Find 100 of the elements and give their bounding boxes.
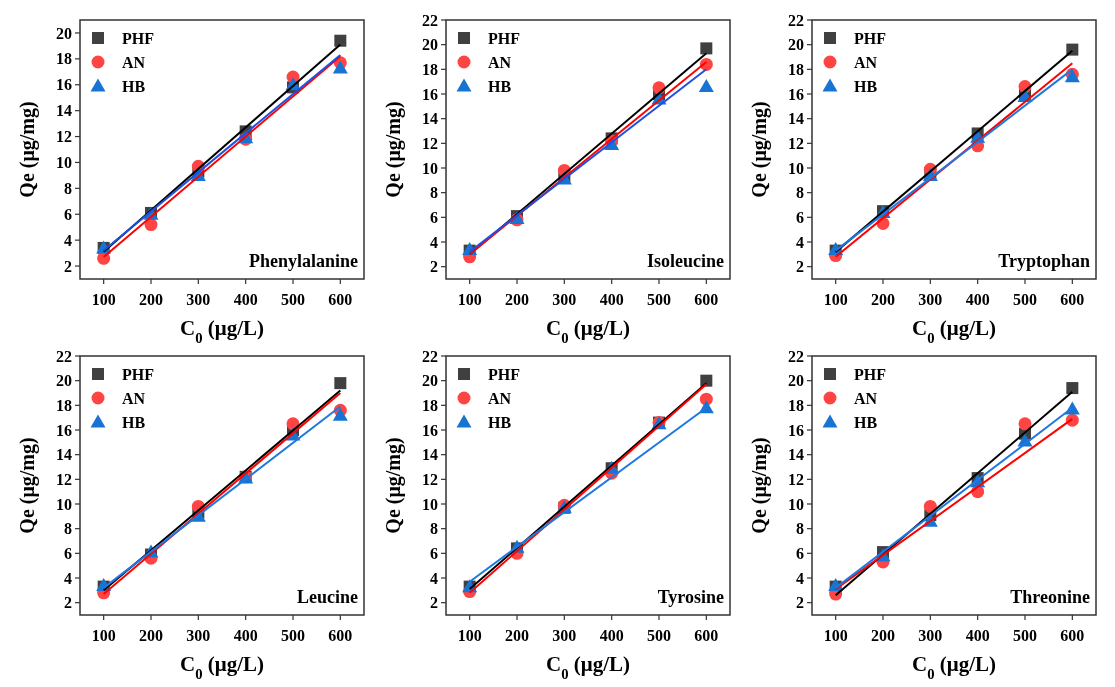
legend-label: PHF: [488, 29, 521, 47]
y-tick-label: 8: [64, 520, 72, 538]
y-tick-label: 22: [788, 347, 804, 365]
x-tick-label: 500: [1013, 291, 1037, 308]
y-tick-label: 14: [788, 446, 804, 464]
legend-label: HB: [122, 413, 146, 431]
annotation: Threonine: [1010, 587, 1090, 607]
legend-label: AN: [854, 389, 878, 407]
legend-label: PHF: [122, 29, 155, 47]
y-tick-label: 20: [422, 36, 438, 54]
y-tick-label: 20: [788, 372, 804, 390]
legend-label: HB: [854, 77, 878, 95]
legend-label: AN: [488, 389, 512, 407]
y-tick-label: 22: [422, 347, 438, 365]
x-tick-label: 100: [91, 291, 116, 308]
y-tick-label: 4: [64, 231, 72, 249]
x-axis-title: C$_{0}$ (μg/L): [546, 316, 630, 346]
y-tick-label: 4: [430, 569, 438, 587]
x-tick-label: 400: [965, 627, 990, 644]
y-axis-title: Qe (μg/mg): [16, 101, 39, 198]
legend-label: HB: [488, 77, 512, 95]
x-tick-label: 400: [233, 291, 258, 308]
y-tick-label: 16: [56, 421, 72, 439]
x-tick-label: 100: [91, 627, 116, 644]
x-axis-title: C$_{0}$ (μg/L): [180, 652, 264, 682]
x-tick-label: 600: [694, 627, 719, 644]
y-tick-label: 12: [788, 470, 804, 488]
y-tick-label: 4: [64, 569, 72, 587]
y-tick-label: 12: [422, 134, 438, 152]
y-tick-label: 16: [422, 421, 438, 439]
x-tick-label: 100: [457, 627, 482, 644]
y-tick-label: 10: [56, 495, 72, 513]
x-tick-label: 100: [823, 627, 848, 644]
x-tick-label: 600: [328, 291, 353, 308]
x-tick-label: 500: [647, 627, 671, 644]
y-tick-label: 2: [796, 258, 804, 276]
y-tick-label: 8: [796, 520, 804, 538]
legend-label: AN: [488, 53, 512, 71]
y-axis-title: Qe (μg/mg): [748, 437, 771, 534]
annotation: Tryptophan: [998, 251, 1090, 271]
y-tick-label: 16: [788, 421, 804, 439]
annotation: Leucine: [297, 587, 359, 607]
y-tick-label: 4: [796, 569, 804, 587]
y-tick-label: 18: [56, 396, 72, 414]
legend-label: HB: [854, 413, 878, 431]
y-tick-label: 18: [422, 396, 438, 414]
y-tick-label: 16: [56, 76, 72, 94]
y-tick-label: 2: [64, 594, 72, 612]
x-tick-label: 200: [505, 627, 529, 644]
y-tick-label: 18: [788, 396, 804, 414]
y-tick-label: 22: [56, 347, 72, 365]
y-tick-label: 16: [422, 85, 438, 103]
y-tick-label: 12: [788, 134, 804, 152]
x-tick-label: 500: [1013, 627, 1037, 644]
y-tick-label: 20: [422, 372, 438, 390]
y-tick-label: 8: [430, 520, 438, 538]
y-tick-label: 18: [788, 60, 804, 78]
y-tick-label: 12: [422, 470, 438, 488]
y-tick-label: 10: [56, 154, 72, 172]
x-tick-label: 100: [457, 291, 482, 308]
x-tick-label: 400: [599, 627, 624, 644]
y-tick-label: 8: [430, 184, 438, 202]
y-tick-label: 14: [422, 110, 438, 128]
x-tick-label: 600: [1060, 627, 1085, 644]
y-tick-label: 18: [422, 60, 438, 78]
y-tick-label: 2: [430, 594, 438, 612]
y-tick-label: 8: [64, 179, 72, 197]
y-tick-label: 6: [430, 544, 438, 562]
y-tick-label: 2: [64, 257, 72, 275]
y-tick-label: 6: [64, 205, 72, 223]
y-tick-label: 6: [796, 208, 804, 226]
y-tick-label: 4: [796, 233, 804, 251]
y-tick-label: 20: [56, 24, 72, 42]
y-tick-label: 14: [422, 446, 438, 464]
annotation: Phenylalanine: [248, 251, 358, 271]
y-tick-label: 16: [788, 85, 804, 103]
y-tick-label: 6: [430, 208, 438, 226]
y-tick-label: 20: [56, 372, 72, 390]
y-tick-label: 8: [796, 184, 804, 202]
y-tick-label: 12: [56, 128, 72, 146]
legend-label: HB: [488, 413, 512, 431]
y-axis-title: Qe (μg/mg): [382, 437, 405, 534]
x-axis-title: C$_{0}$ (μg/L): [912, 652, 996, 682]
x-axis-title: C$_{0}$ (μg/L): [912, 316, 996, 346]
x-tick-label: 600: [328, 627, 353, 644]
x-tick-label: 400: [965, 291, 990, 308]
x-tick-label: 300: [918, 291, 943, 308]
x-tick-label: 200: [871, 627, 895, 644]
x-tick-label: 200: [139, 627, 163, 644]
x-tick-label: 500: [281, 627, 305, 644]
x-axis-title: C$_{0}$ (μg/L): [546, 652, 630, 682]
annotation: Isoleucine: [646, 251, 724, 271]
y-tick-label: 2: [796, 594, 804, 612]
y-axis-title: Qe (μg/mg): [382, 101, 405, 198]
y-tick-label: 10: [422, 159, 438, 177]
x-tick-label: 400: [599, 291, 624, 308]
y-tick-label: 20: [788, 36, 804, 54]
x-tick-label: 100: [823, 291, 848, 308]
x-tick-label: 200: [871, 291, 895, 308]
y-tick-label: 14: [56, 102, 72, 120]
